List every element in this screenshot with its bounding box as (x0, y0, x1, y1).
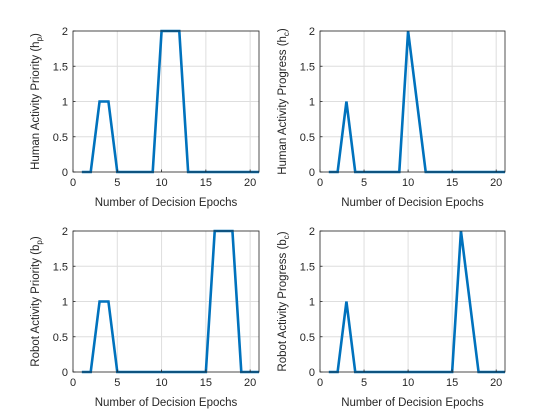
x-tick-label: 15 (446, 377, 458, 389)
y-tick-label: 1.5 (53, 61, 68, 73)
subplot-2: 0 5 10 15 20 0 0.5 1 1.5 2 Number of Decision Epoc… (277, 26, 506, 209)
y-tick-label: 0.5 (53, 132, 68, 144)
y-tick-label: 2 (62, 226, 68, 238)
x-tick-label: 10 (402, 177, 414, 189)
x-axis-label: Number of Decision Epochs (341, 197, 484, 209)
y-axis-label-close: ) (277, 231, 289, 235)
y-tick-label: 1 (309, 97, 315, 109)
x-tick-label: 10 (155, 177, 167, 189)
y-tick-label: 2 (309, 26, 315, 38)
x-tick-label: 0 (317, 177, 323, 189)
x-tick-label: 5 (114, 377, 120, 389)
y-axis-label-subscript: c (282, 32, 291, 36)
y-axis-label: Human Activity Progress (hc) (277, 28, 291, 175)
x-tick-label: 15 (200, 377, 212, 389)
x-tick-label: 20 (490, 377, 502, 389)
y-tick-label: 2 (309, 226, 315, 238)
y-tick-label: 0.5 (300, 332, 315, 344)
y-tick-label: 1.5 (53, 261, 68, 273)
y-axis-label-close: ) (30, 33, 42, 37)
x-tick-label: 15 (200, 177, 212, 189)
y-tick-label: 1.5 (300, 61, 315, 73)
x-tick-label: 5 (114, 177, 120, 189)
subplot-4: 0 5 10 15 20 0 0.5 1 1.5 2 Number of Decision Epoc… (277, 226, 506, 409)
y-tick-label: 2 (62, 26, 68, 38)
y-tick-label: 0 (62, 167, 68, 179)
y-axis-label-close: ) (30, 236, 42, 240)
y-tick-label: 0.5 (300, 132, 315, 144)
x-axis-label: Number of Decision Epochs (95, 397, 238, 409)
y-axis-label-close: ) (277, 28, 289, 32)
y-axis-label-main: Human Activity Progress (h (277, 36, 289, 175)
x-tick-label: 5 (361, 177, 367, 189)
y-tick-label: 0.5 (53, 332, 68, 344)
y-axis-label-subscript: p (35, 240, 44, 245)
y-tick-label: 0 (309, 367, 315, 379)
y-axis-label: Robot Activity Priority (bp) (30, 236, 44, 367)
x-tick-label: 0 (70, 177, 76, 189)
x-tick-label: 0 (70, 377, 76, 389)
x-axis-label: Number of Decision Epochs (95, 197, 238, 209)
y-axis-label-main: Robot Activity Priority (b (30, 245, 42, 367)
subplot-1: 0 5 10 15 20 0 0.5 1 1.5 2 Number of Decision Epoc… (30, 26, 260, 209)
y-axis-label-main: Robot Activity Progress (b (277, 239, 289, 371)
subplot-3: 0 5 10 15 20 0 0.5 1 1.5 2 Number of Decision Epoc… (30, 226, 260, 409)
y-axis-label-subscript: c (282, 235, 291, 239)
y-tick-label: 1 (62, 297, 68, 309)
x-tick-label: 10 (402, 377, 414, 389)
x-tick-label: 15 (446, 177, 458, 189)
x-axis-label: Number of Decision Epochs (341, 397, 484, 409)
y-tick-label: 1 (62, 97, 68, 109)
x-tick-label: 10 (155, 377, 167, 389)
x-tick-label: 20 (244, 377, 256, 389)
y-tick-label: 1.5 (300, 261, 315, 273)
y-axis-label-subscript: p (35, 36, 44, 41)
y-tick-label: 0 (62, 367, 68, 379)
x-tick-label: 20 (490, 177, 502, 189)
y-axis-label: Human Activity Priority (hp) (30, 33, 44, 170)
y-tick-label: 1 (309, 297, 315, 309)
x-tick-label: 20 (244, 177, 256, 189)
y-axis-label-main: Human Activity Priority (h (30, 41, 42, 169)
x-tick-label: 5 (361, 377, 367, 389)
y-tick-label: 0 (309, 167, 315, 179)
y-axis-label: Robot Activity Progress (bc) (277, 231, 291, 371)
x-tick-label: 0 (317, 377, 323, 389)
